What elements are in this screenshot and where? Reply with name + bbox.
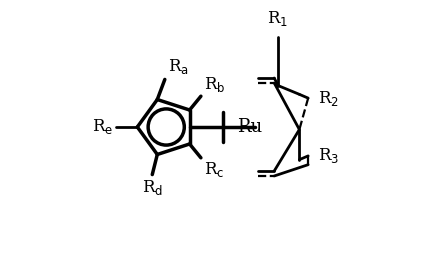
Text: R$_{\mathsf{c}}$: R$_{\mathsf{c}}$	[204, 160, 224, 179]
Text: R$_3$: R$_3$	[318, 146, 339, 165]
Text: R$_{\mathsf{d}}$: R$_{\mathsf{d}}$	[142, 178, 163, 197]
Text: R$_2$: R$_2$	[318, 89, 339, 108]
Text: R$_1$: R$_1$	[267, 9, 289, 28]
Text: Ru: Ru	[237, 118, 262, 136]
Text: R$_{\mathsf{e}}$: R$_{\mathsf{e}}$	[92, 118, 113, 136]
Text: R$_{\mathsf{a}}$: R$_{\mathsf{a}}$	[168, 57, 189, 76]
Text: R$_{\mathsf{b}}$: R$_{\mathsf{b}}$	[204, 75, 225, 94]
